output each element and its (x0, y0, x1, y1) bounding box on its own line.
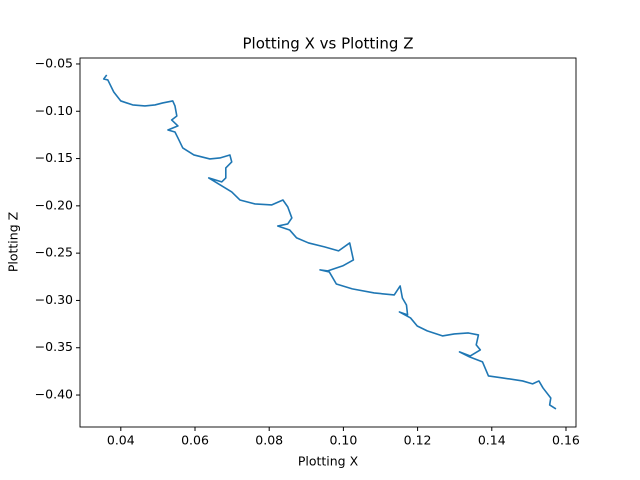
y-axis-label: Plotting Z (6, 212, 21, 272)
x-tick-label: 0.10 (329, 433, 357, 448)
chart-title: Plotting X vs Plotting Z (242, 35, 413, 53)
x-tick-label: 0.08 (255, 433, 283, 448)
y-tick-label: −0.10 (35, 103, 73, 118)
y-tick-label: −0.40 (35, 387, 73, 402)
x-axis-label: Plotting X (298, 454, 359, 469)
x-tick-label: 0.16 (552, 433, 580, 448)
y-tick-label: −0.30 (35, 292, 73, 307)
y-tick-label: −0.35 (35, 339, 73, 354)
y-tick-label: −0.25 (35, 245, 73, 260)
y-tick-label: −0.05 (35, 55, 73, 70)
data-line (102, 74, 557, 410)
x-tick-label: 0.12 (404, 433, 432, 448)
x-tick-label: 0.14 (478, 433, 506, 448)
x-tick-label: 0.06 (181, 433, 209, 448)
y-tick-label: −0.20 (35, 197, 73, 212)
plot-frame (79, 57, 577, 428)
x-tick-label: 0.04 (107, 433, 135, 448)
y-tick-label: −0.15 (35, 150, 73, 165)
